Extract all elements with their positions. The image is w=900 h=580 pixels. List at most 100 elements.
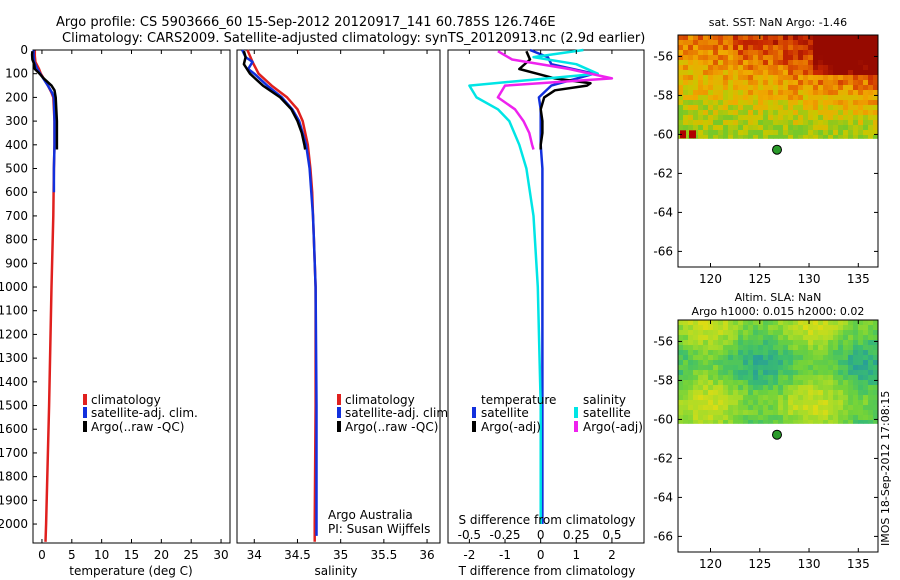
map-cell — [768, 335, 774, 341]
map-cell — [753, 375, 759, 381]
map-cell — [683, 370, 689, 376]
map-cell — [738, 420, 744, 424]
map-cell — [763, 335, 769, 341]
map-cell — [753, 50, 759, 56]
x-tick-label: 10 — [94, 548, 109, 562]
x-tick-label: 5 — [68, 548, 76, 562]
map-cell — [743, 320, 749, 326]
map-cell — [848, 85, 854, 91]
sst-map-panel: sat. SST: NaN Argo: -1.46 120 125 130 135-5… — [653, 16, 879, 286]
map-cell — [768, 50, 774, 56]
map-cell — [738, 80, 744, 86]
map-cell — [763, 415, 769, 421]
map-cell — [683, 350, 689, 356]
map-cell — [678, 350, 684, 356]
map-cell — [773, 115, 779, 121]
map-cell — [688, 340, 694, 346]
x-tick-label: 15 — [124, 548, 139, 562]
map-cell — [808, 120, 814, 126]
map-cell — [788, 370, 794, 376]
x-tick-label: 30 — [213, 548, 228, 562]
map-cell — [748, 345, 754, 351]
map-cell — [848, 75, 854, 81]
map-cell — [683, 340, 689, 346]
map-cell — [728, 345, 734, 351]
map-cell — [828, 345, 834, 351]
map-cell — [793, 350, 799, 356]
map-cell — [753, 130, 759, 136]
map-cell — [728, 380, 734, 386]
map-cell — [783, 40, 789, 46]
map-cell — [793, 335, 799, 341]
map-cell — [858, 115, 864, 121]
map-cell — [803, 365, 809, 371]
map-cell — [843, 90, 849, 96]
map-cell — [828, 75, 834, 81]
map-cell — [693, 370, 699, 376]
map-cell — [763, 50, 769, 56]
map-cell — [833, 105, 839, 111]
map-cell — [733, 110, 739, 116]
map-cell — [683, 335, 689, 341]
map-cell — [848, 335, 854, 341]
map-cell — [763, 125, 769, 131]
map-cell — [733, 415, 739, 421]
map-cell — [718, 90, 724, 96]
map-cell — [773, 110, 779, 116]
temperature-plot-frame — [32, 49, 231, 544]
map-cell — [743, 85, 749, 91]
map-cell — [713, 50, 719, 56]
map-cell — [818, 385, 824, 391]
map-cell — [863, 400, 869, 406]
map-cell — [743, 60, 749, 66]
map-cell — [798, 60, 804, 66]
map-cell — [713, 55, 719, 61]
map-cell — [858, 370, 864, 376]
map-cell — [758, 90, 764, 96]
x-tick-label: 2 — [608, 548, 616, 562]
map-cell — [728, 75, 734, 81]
map-cell — [788, 105, 794, 111]
map-cell — [818, 70, 824, 76]
map-cell — [858, 75, 864, 81]
map-cell — [748, 40, 754, 46]
map-cell — [703, 375, 709, 381]
map-cell — [848, 370, 854, 376]
map-cell — [838, 400, 844, 406]
map-cell — [818, 320, 824, 326]
map-cell — [753, 350, 759, 356]
map-cell — [823, 335, 829, 341]
map-cell — [873, 330, 879, 336]
map-cell — [803, 320, 809, 326]
map-cell — [688, 105, 694, 111]
map-cell — [823, 70, 829, 76]
map-cell — [783, 125, 789, 131]
map-cell — [838, 35, 844, 41]
map-cell — [858, 380, 864, 386]
map-cell — [798, 325, 804, 331]
map-cell — [833, 410, 839, 416]
map-cell — [743, 50, 749, 56]
map-cell — [803, 380, 809, 386]
map-cell — [778, 100, 784, 106]
map-cell — [848, 100, 854, 106]
map-cell — [868, 135, 874, 139]
map-cell — [718, 400, 724, 406]
map-cell — [718, 365, 724, 371]
map-cell — [698, 385, 704, 391]
map-cell — [768, 45, 774, 51]
map-cell — [689, 130, 696, 139]
map-cell — [743, 400, 749, 406]
map-cell — [738, 320, 744, 326]
map-cell — [823, 85, 829, 91]
map-cell — [848, 350, 854, 356]
map-cell — [868, 350, 874, 356]
map-cell — [698, 335, 704, 341]
map-cell — [743, 115, 749, 121]
map-cell — [873, 135, 879, 139]
map-cell — [798, 100, 804, 106]
map-cell — [768, 405, 774, 411]
map-cell — [768, 105, 774, 111]
map-cell — [748, 320, 754, 326]
map-cell — [718, 355, 724, 361]
